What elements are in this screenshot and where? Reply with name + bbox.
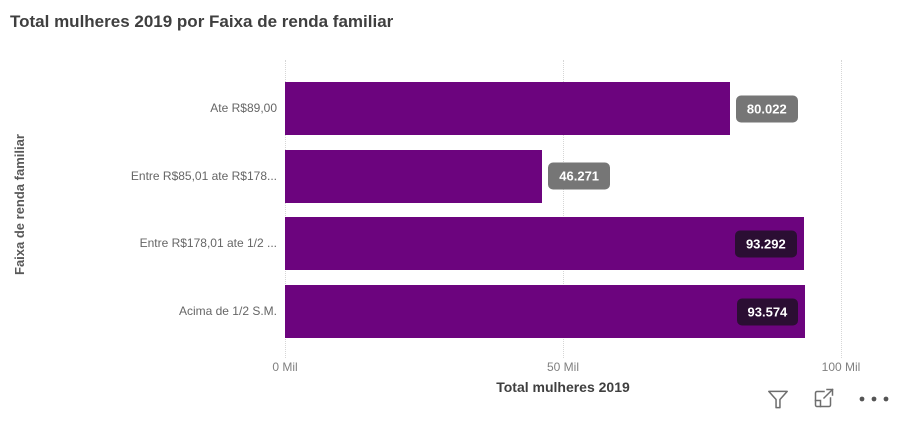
data-label: 93.574 <box>736 298 799 326</box>
y-axis-category-label: Entre R$85,01 ate R$178... <box>130 168 277 183</box>
data-label: 80.022 <box>735 95 798 122</box>
bar[interactable] <box>285 82 730 135</box>
data-label: 93.292 <box>734 230 797 258</box>
bar[interactable] <box>285 149 543 203</box>
chart-title: Total mulheres 2019 por Faixa de renda f… <box>10 12 394 31</box>
bar-row: Ate R$89,00 80.022 <box>210 82 841 135</box>
bar-row: Acima de 1/2 S.M. 93.574 <box>179 285 841 339</box>
gridline <box>841 60 842 358</box>
visual-header-icons <box>765 386 890 412</box>
y-axis-category-label: Ate R$89,00 <box>210 101 277 115</box>
bar[interactable] <box>285 285 806 339</box>
more-options-icon[interactable] <box>858 395 890 403</box>
bar-row: Entre R$85,01 ate R$178... 46.271 <box>131 149 841 203</box>
x-axis-tick-label: 50 Mil <box>546 360 580 374</box>
bar-row: Entre R$178,01 ate 1/2 ... 93.292 <box>140 217 841 271</box>
x-axis-title: Total mulheres 2019 <box>496 379 630 395</box>
y-axis-category-label: Acima de 1/2 S.M. <box>178 304 277 319</box>
gridline <box>285 60 286 358</box>
x-axis-tick-label: 0 Mil <box>272 360 298 374</box>
x-axis-tick-label: 100 Mil <box>821 360 861 374</box>
y-axis-title: Faixa de renda familiar <box>12 134 27 276</box>
focus-mode-icon[interactable] <box>811 387 838 411</box>
y-axis-category-label: Entre R$178,01 ate 1/2 ... <box>139 236 277 251</box>
data-label: 46.271 <box>548 162 611 190</box>
bar[interactable] <box>285 217 804 271</box>
gridline <box>563 60 564 358</box>
filter-icon[interactable] <box>765 386 791 412</box>
plot-area: Ate R$89,00 80.022 Entre R$85,01 ate R$178… <box>131 60 842 358</box>
